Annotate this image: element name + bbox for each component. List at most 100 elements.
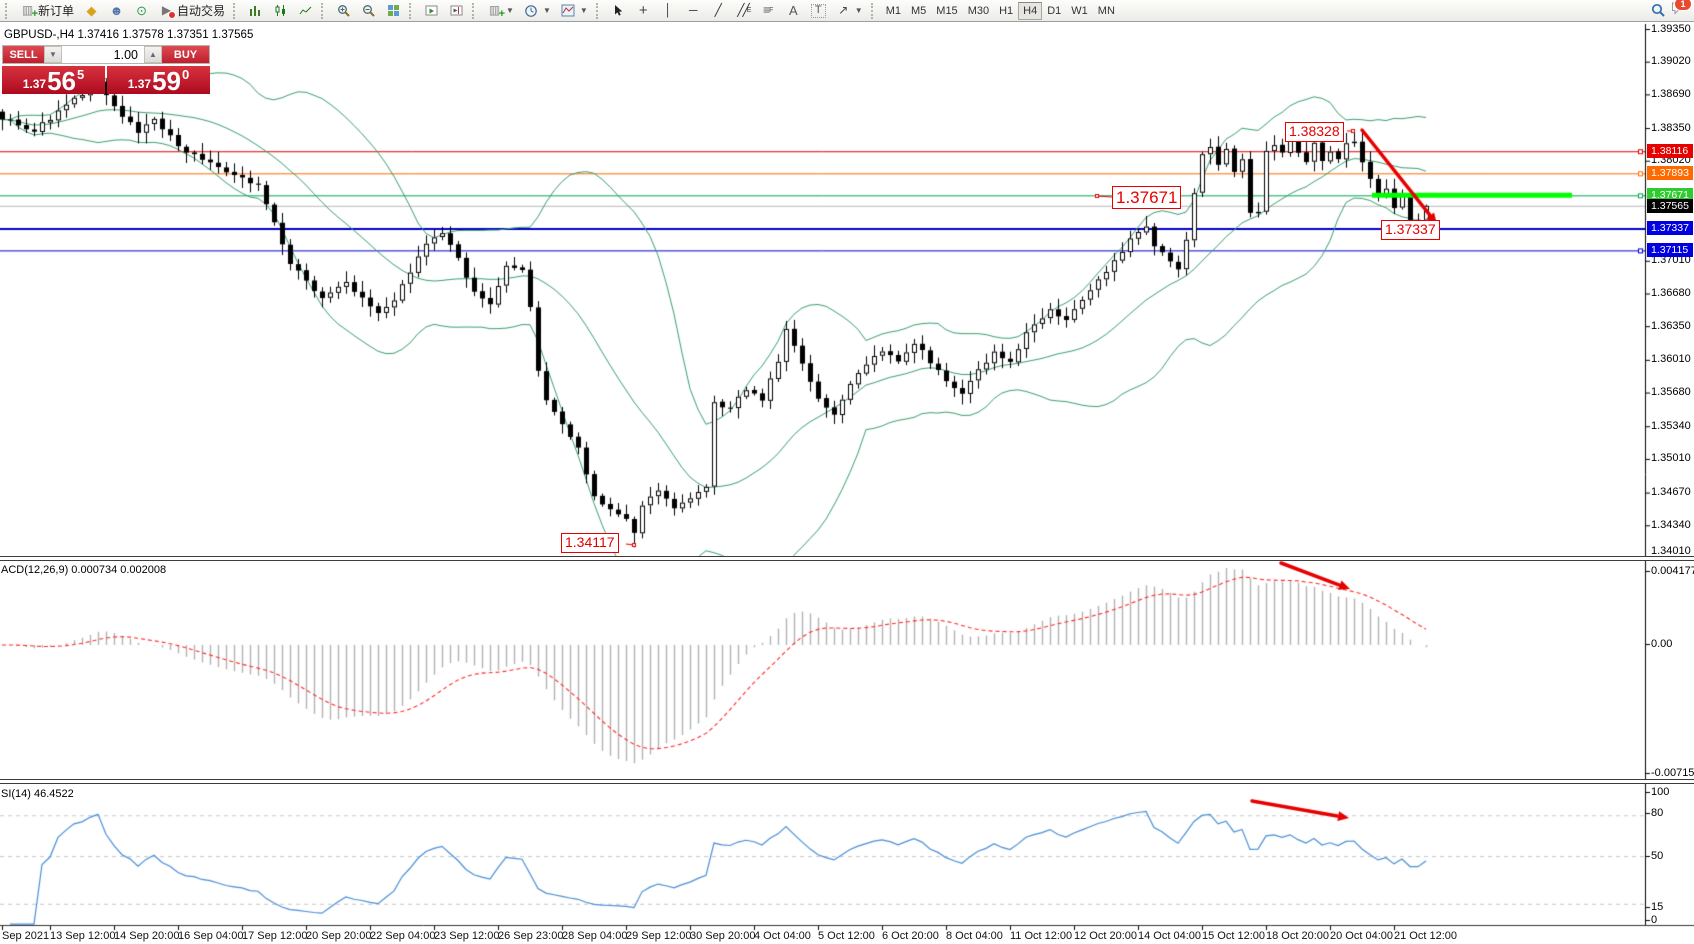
timeframe-button-d1[interactable]: D1 (1042, 2, 1066, 20)
time-axis-label: 16 Sep 04:00 (178, 930, 244, 942)
buy-price-display[interactable]: 1.37 59 0 (107, 66, 210, 94)
rsi-tick-label: 80 (1651, 807, 1664, 819)
cursor-button[interactable] (606, 1, 631, 20)
chart-ohlc-legend: GBPUSD-,H4 1.37416 1.37578 1.37351 1.375… (4, 29, 254, 41)
timeframe-button-w1[interactable]: W1 (1066, 2, 1093, 20)
price-badge: 1.37893 (1647, 166, 1693, 181)
toolbar-grip[interactable] (233, 2, 240, 19)
text-button[interactable]: A (781, 1, 806, 20)
indicator-plus-icon: ▥ + (488, 3, 506, 20)
price-tick-label: 1.34340 (1651, 518, 1691, 531)
price-tick-label: 1.36350 (1651, 319, 1691, 332)
candlestick-chart-button[interactable] (268, 1, 293, 20)
trendline-button[interactable]: ╱ (706, 1, 731, 20)
buy-button[interactable]: BUY (162, 46, 209, 63)
chevron-down-icon: ▼ (506, 6, 514, 15)
metaeditor-button[interactable]: ◆ (79, 1, 104, 20)
price-badge: 1.37565 (1647, 198, 1693, 213)
zoom-in-button[interactable] (331, 1, 356, 20)
lot-decrease-button[interactable]: ▼ (44, 46, 62, 63)
time-axis-label: 4 Oct 04:00 (754, 930, 811, 942)
timeframe-button-m30[interactable]: M30 (963, 2, 994, 20)
vertical-line-button[interactable]: │ (656, 1, 681, 20)
one-click-trading-panel: SELL ▼ ▲ BUY 1.37 56 5 1.37 59 0 (2, 45, 210, 94)
text-label-icon: T (810, 3, 826, 18)
tile-windows-button[interactable] (381, 1, 406, 20)
rsi-tick-label: 15 (1651, 901, 1664, 913)
vertical-line-icon: │ (664, 3, 673, 17)
price-badge: 1.37115 (1647, 243, 1693, 258)
macd-label: ACD(12,26,9) 0.000734 0.002008 (1, 564, 167, 576)
sell-price-display[interactable]: 1.37 56 5 (2, 66, 105, 94)
line-chart-button[interactable] (293, 1, 318, 20)
time-axis-label: 8 Oct 04:00 (946, 930, 1003, 942)
buy-price-big: 59 (152, 66, 182, 96)
new-order-button[interactable]: ▥ + 新订单 (15, 1, 79, 20)
clock-icon (524, 3, 539, 18)
toolbar-grip[interactable] (472, 2, 479, 19)
text-label-button[interactable]: T (806, 1, 831, 20)
chart-plus-icon: ▥ + (21, 3, 38, 20)
search-button[interactable] (1646, 1, 1671, 20)
horizontal-line-button[interactable]: ─ (681, 1, 706, 20)
time-axis-label: 5 Oct 12:00 (818, 930, 875, 942)
zoom-in-icon (336, 3, 351, 18)
auto-arrange-button[interactable] (419, 1, 444, 20)
timeframe-button-h1[interactable]: H1 (994, 2, 1018, 20)
macd-tick-label: 0.00 (1651, 638, 1673, 650)
toolbar-grip[interactable] (595, 2, 603, 19)
price-tick-label: 1.34010 (1651, 544, 1691, 557)
new-order-label: 新订单 (38, 4, 75, 18)
timeframe-button-mn[interactable]: MN (1093, 2, 1120, 20)
time-axis-label: 11 Oct 12:00 (1010, 930, 1073, 942)
chat-button[interactable]: 1 (1671, 0, 1692, 21)
chart-forward-icon (424, 3, 439, 18)
crosshair-button[interactable]: + (631, 1, 656, 20)
profile-button[interactable]: ☻ (104, 1, 129, 20)
tile-windows-icon (386, 3, 401, 18)
trendline-icon: ╱ (714, 3, 722, 17)
time-axis-label: 30 Sep 20:00 (690, 930, 756, 942)
periods-button[interactable]: ▼ (519, 1, 556, 20)
lot-increase-button[interactable]: ▲ (144, 46, 162, 63)
timeframe-button-h4[interactable]: H4 (1018, 1, 1043, 20)
timeframe-button-m15[interactable]: M15 (931, 2, 962, 20)
time-axis-label: Sep 2021 (2, 930, 50, 942)
toolbar-grip[interactable] (870, 2, 878, 19)
timeframe-button-m5[interactable]: M5 (906, 2, 931, 20)
toolbar-grip[interactable] (409, 2, 416, 19)
toolbar-grip[interactable] (321, 2, 328, 19)
sell-button[interactable]: SELL (3, 46, 44, 63)
price-annotation[interactable]: 1.38328 (1285, 122, 1344, 142)
templates-button[interactable]: ▼ (556, 1, 593, 20)
cursor-icon (611, 3, 626, 18)
price-tick-label: 1.36010 (1651, 353, 1691, 366)
zoom-out-button[interactable] (356, 1, 381, 20)
signals-button[interactable]: ⊙ (129, 1, 154, 20)
price-tick-label: 1.38690 (1651, 87, 1691, 100)
arrows-button[interactable]: ↗ ▼ (831, 1, 868, 20)
panel-splitter[interactable] (0, 556, 1694, 561)
add-indicator-button[interactable]: ▥ + ▼ (482, 1, 519, 20)
timeframe-button-m1[interactable]: M1 (881, 2, 906, 20)
price-annotation[interactable]: 1.37671 (1112, 186, 1182, 210)
autotrading-button[interactable]: ▶ 自动交易 (154, 1, 230, 20)
price-badge: 1.37337 (1647, 221, 1693, 236)
toolbar-grip[interactable] (5, 2, 12, 19)
buy-price-small: 1.37 (127, 77, 152, 91)
fibonacci-button[interactable]: ≡ F (756, 1, 781, 20)
sell-price-big: 56 (47, 66, 77, 96)
panel-splitter[interactable] (0, 779, 1694, 784)
time-axis-label: 12 Oct 20:00 (1074, 930, 1137, 942)
time-axis-label: 20 Oct 04:00 (1330, 930, 1393, 942)
bar-chart-button[interactable] (243, 1, 268, 20)
channel-button[interactable]: ╱╱ E (731, 1, 756, 20)
chart-shift-button[interactable] (444, 1, 469, 20)
macd-tick-label: -0.007153 (1651, 767, 1694, 779)
lot-size-input[interactable] (62, 46, 144, 63)
price-annotation[interactable]: 1.34117 (561, 533, 619, 553)
time-axis-label: 21 Oct 12:00 (1394, 930, 1457, 942)
price-annotation[interactable]: 1.37337 (1381, 220, 1440, 240)
